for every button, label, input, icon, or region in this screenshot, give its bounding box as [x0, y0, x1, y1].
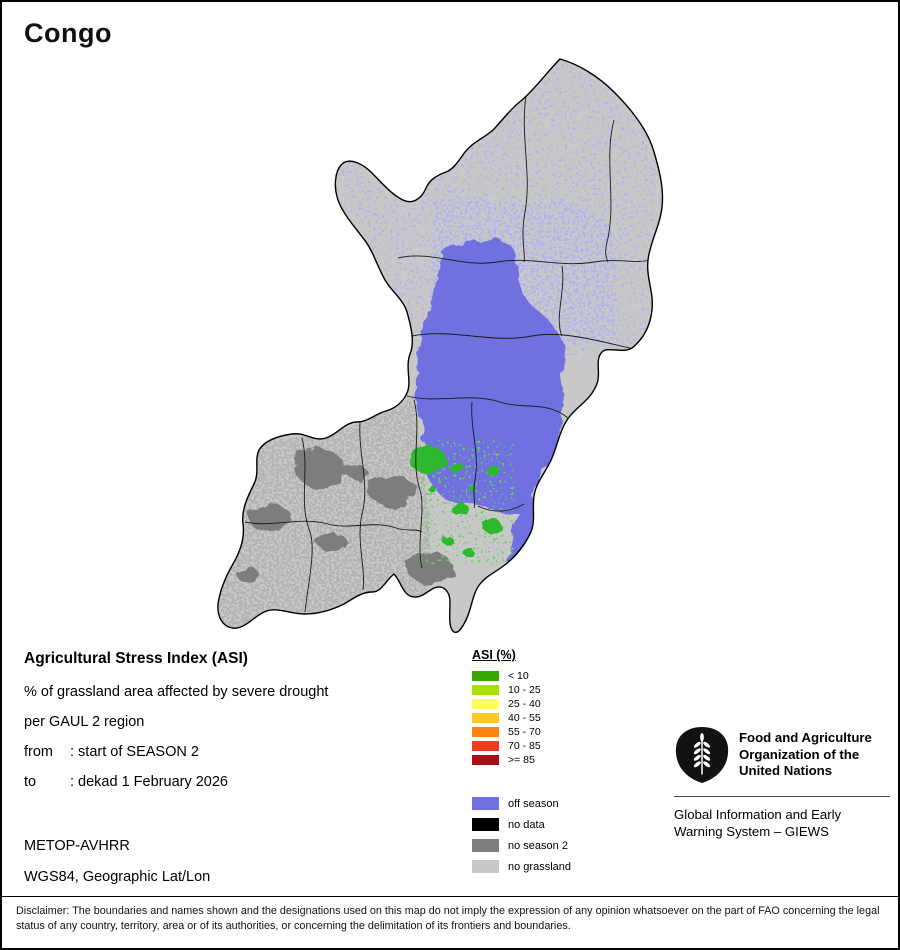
legend-row: 25 - 40 — [472, 697, 622, 711]
legend-row: 55 - 70 — [472, 725, 622, 739]
legend-swatch — [472, 713, 499, 723]
no-season2-speckle-region — [218, 394, 434, 628]
disclaimer-text: Disclaimer: The boundaries and names sho… — [16, 905, 880, 932]
legend-label: no season 2 — [508, 839, 568, 852]
asi-low-spots — [410, 445, 501, 557]
fao-emblem-icon — [675, 727, 729, 783]
legend-row: off season — [472, 793, 622, 814]
giews-name: Global Information and Early Warning Sys… — [674, 806, 890, 840]
period-to-row: to : dekad 1 February 2026 — [24, 774, 454, 790]
legend-label: 25 - 40 — [508, 698, 541, 710]
legend-swatch — [472, 671, 499, 681]
disclaimer: Disclaimer: The boundaries and names sho… — [2, 896, 898, 948]
legend-label: 55 - 70 — [508, 726, 541, 738]
fao-lockup: Food and Agriculture Organization of the… — [674, 726, 890, 784]
to-label: to — [24, 774, 37, 790]
legend-label: 40 - 55 — [508, 712, 541, 724]
legend-row: no grassland — [472, 856, 622, 877]
from-value: : start of SEASON 2 — [70, 744, 199, 760]
sensor-name: METOP-AVHRR — [24, 838, 130, 854]
from-label: from — [24, 744, 53, 760]
legend-swatch — [472, 741, 499, 751]
legend-row: 70 - 85 — [472, 739, 622, 753]
page-title: Congo — [24, 18, 112, 48]
asi-heading: Agricultural Stress Index (ASI) — [24, 650, 248, 667]
legend-label: < 10 — [508, 670, 529, 682]
legend-swatch — [472, 839, 499, 852]
legend-row: no season 2 — [472, 835, 622, 856]
legend-label: off season — [508, 797, 559, 810]
legend-label: no grassland — [508, 860, 571, 873]
legend-swatch — [472, 755, 499, 765]
source-info: METOP-AVHRR WGS84, Geographic Lat/Lon — [24, 838, 454, 900]
legend-row: >= 85 — [472, 753, 622, 767]
projection-name: WGS84, Geographic Lat/Lon — [24, 869, 211, 885]
legend-row: 40 - 55 — [472, 711, 622, 725]
legend-swatch — [472, 699, 499, 709]
map-description: Agricultural Stress Index (ASI) % of gra… — [24, 650, 454, 804]
legend-row: 10 - 25 — [472, 683, 622, 697]
fao-name-line: United Nations — [739, 763, 833, 779]
legend-swatch — [472, 727, 499, 737]
period-from-row: from : start of SEASON 2 — [24, 744, 454, 760]
legend: ASI (%) < 10 10 - 25 25 - 40 40 - 55 55 … — [472, 648, 622, 877]
region-boundaries — [244, 95, 651, 613]
org-block: Food and Agriculture Organization of the… — [674, 726, 890, 840]
fao-name: Food and Agriculture Organization of the… — [739, 730, 872, 780]
org-divider — [674, 796, 890, 797]
legend-swatch — [472, 860, 499, 873]
legend-title: ASI (%) — [472, 648, 516, 662]
legend-swatch — [472, 797, 499, 810]
fao-name-line: Food and Agriculture — [739, 730, 872, 746]
giews-line: Warning System – GIEWS — [674, 824, 829, 839]
legend-label: no data — [508, 818, 545, 831]
no-season2-patches — [236, 447, 453, 584]
giews-line: Global Information and Early — [674, 807, 842, 822]
fao-name-line: Organization of the — [739, 746, 860, 762]
asi-region-note: per GAUL 2 region — [24, 714, 145, 730]
legend-swatch — [472, 685, 499, 695]
to-value: : dekad 1 February 2026 — [70, 774, 228, 790]
legend-label: 70 - 85 — [508, 740, 541, 752]
legend-swatch — [472, 818, 499, 831]
legend-label: 10 - 25 — [508, 684, 541, 696]
legend-extras: off season no data no season 2 no grassl… — [472, 793, 622, 877]
legend-row: no data — [472, 814, 622, 835]
legend-label: >= 85 — [508, 754, 535, 766]
asi-subtitle: % of grassland area affected by severe d… — [24, 684, 329, 700]
country-outline — [217, 58, 664, 634]
legend-row: < 10 — [472, 669, 622, 683]
